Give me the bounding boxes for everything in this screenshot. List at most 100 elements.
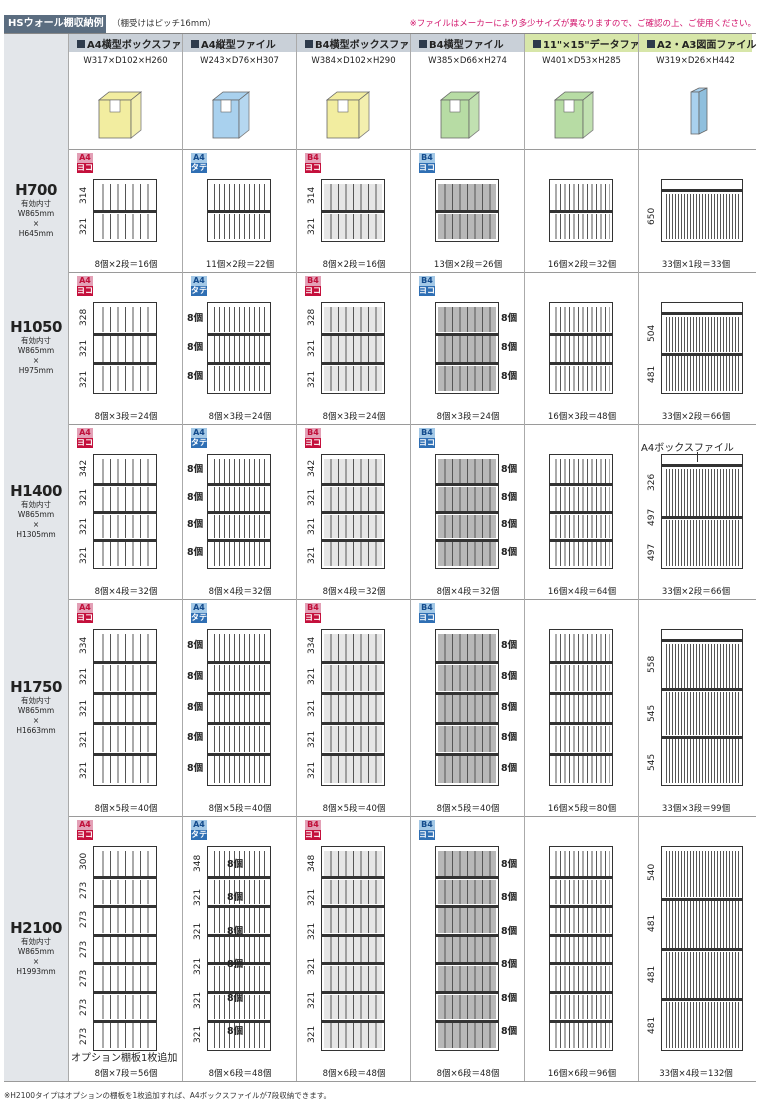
storage-count: 33個×2段＝66個 xyxy=(661,587,731,597)
layout-cell: A4 タテ 8個 8個 8個 8個 8個×4段＝32個 xyxy=(182,424,296,599)
shelf-board xyxy=(322,991,384,995)
per-tier-count: 8個 xyxy=(187,463,204,475)
storage-count: 8個×6段＝48個 xyxy=(208,1069,272,1079)
times-sign: × xyxy=(32,715,40,725)
shelf-board xyxy=(94,483,156,487)
storage-count: 11個×2段＝22個 xyxy=(205,260,275,270)
dimension-label: 321 xyxy=(307,922,317,940)
per-tier-count: 8個 xyxy=(187,491,204,503)
column-header-band xyxy=(525,34,638,52)
file-row xyxy=(324,937,382,962)
shelf-unit-drawing xyxy=(93,179,157,242)
shelf-unit-drawing xyxy=(435,629,499,786)
file-row xyxy=(324,365,382,391)
shelf-board xyxy=(662,998,742,1002)
shelf-board xyxy=(94,904,156,908)
file-row xyxy=(438,725,496,753)
model-label-cell: H1050 有効内寸 W865mm × H975mm xyxy=(4,272,68,424)
shelf-board xyxy=(94,933,156,937)
column-header-band xyxy=(69,34,182,52)
per-tier-count: 8個 xyxy=(501,463,518,475)
file-type-tag: A4 ヨコ xyxy=(77,276,93,298)
shelf-unit-drawing xyxy=(661,179,743,242)
file-type-tag: B4 ヨコ xyxy=(305,153,321,175)
shelf-board xyxy=(550,511,612,514)
file-row xyxy=(438,542,496,566)
file-row xyxy=(324,908,382,934)
tag-size: B4 xyxy=(305,428,321,438)
file-row xyxy=(96,908,154,934)
dimension-label: 321 xyxy=(79,667,89,685)
storage-count: 8個×6段＝48個 xyxy=(436,1069,500,1079)
shelf-unit-drawing xyxy=(435,846,499,1051)
shelf-board xyxy=(550,1019,612,1023)
file-row xyxy=(438,664,496,692)
tag-size: A4 xyxy=(191,603,207,613)
file-row xyxy=(552,879,610,905)
shelf-board xyxy=(436,538,498,542)
file-row xyxy=(210,514,268,539)
shelf-board xyxy=(208,933,270,937)
shelf-board xyxy=(662,897,742,901)
dimension-label: 497 xyxy=(647,507,657,526)
file-type-tag: A4 ヨコ xyxy=(77,153,93,175)
layout-cell: B4 ヨコ 342 321 321 321 8個×4段＝32個 xyxy=(296,424,410,599)
per-tier-count: 8個 xyxy=(187,762,204,774)
file-row xyxy=(96,542,154,566)
inner-height: H1663mm xyxy=(16,725,56,735)
file-type-tag: A4 ヨコ xyxy=(77,428,93,450)
file-row xyxy=(664,644,740,688)
inner-size-label: 有効内寸 xyxy=(21,336,51,345)
storage-count: 8個×5段＝40個 xyxy=(94,804,158,814)
per-tier-count: 8個 xyxy=(501,670,518,682)
column-header: A4縦型ファイル W243×D76×H307 xyxy=(182,34,296,149)
tag-size: A4 xyxy=(77,428,93,438)
model-name: H1400 xyxy=(10,481,62,500)
file-row xyxy=(324,459,382,483)
shelf-board xyxy=(550,904,612,908)
file-row xyxy=(210,851,268,876)
square-bullet-icon xyxy=(77,40,85,48)
tag-size: A4 xyxy=(77,276,93,286)
square-bullet-icon xyxy=(191,40,199,48)
shelf-board xyxy=(550,933,612,937)
shelf-board xyxy=(94,962,156,966)
layout-cell: 16個×3段＝48個 xyxy=(524,272,638,424)
shelf-board xyxy=(94,722,156,726)
per-tier-count: 8個 xyxy=(501,371,518,383)
shelf-board xyxy=(550,962,612,966)
shelf-board xyxy=(550,691,612,695)
file-dimensions: W319×D26×H442 xyxy=(656,56,735,66)
dimension-label: 321 xyxy=(307,730,317,748)
times-sign: × xyxy=(32,356,40,365)
layout-cell: 16個×2段＝32個 xyxy=(524,149,638,272)
file-box-illustration xyxy=(690,87,708,135)
shelf-board xyxy=(94,661,156,665)
inner-width: W865mm xyxy=(17,346,55,355)
square-bullet-icon xyxy=(419,40,427,48)
shelf-board xyxy=(208,876,270,880)
file-dimensions: W243×D76×H307 xyxy=(200,56,279,66)
layout-cell: A4 タテ 8個 8個 8個 8個×3段＝24個 xyxy=(182,272,296,424)
column-name: B4横型ファイル xyxy=(419,36,504,51)
file-row xyxy=(210,994,268,1020)
section-title: HSウォール棚収納例 xyxy=(4,15,106,33)
file-row xyxy=(324,851,382,876)
dimension-label: 342 xyxy=(79,459,89,477)
file-row xyxy=(552,1023,610,1048)
file-row xyxy=(96,756,154,783)
per-tier-count: 8個 xyxy=(227,858,244,870)
file-type-tag: A4 タテ xyxy=(191,603,207,625)
shelf-board xyxy=(322,362,384,366)
file-row xyxy=(552,695,610,722)
file-type-tag: B4 ヨコ xyxy=(419,276,435,298)
file-row xyxy=(96,994,154,1020)
column-name-text: B4横型ファイル xyxy=(429,40,504,51)
file-row xyxy=(210,542,268,566)
file-row xyxy=(210,965,268,991)
file-row xyxy=(324,307,382,333)
dimension-label: 321 xyxy=(307,488,317,506)
per-tier-count: 8個 xyxy=(501,925,518,937)
model-name: H1050 xyxy=(10,318,62,336)
dimension-label: 321 xyxy=(307,667,317,685)
